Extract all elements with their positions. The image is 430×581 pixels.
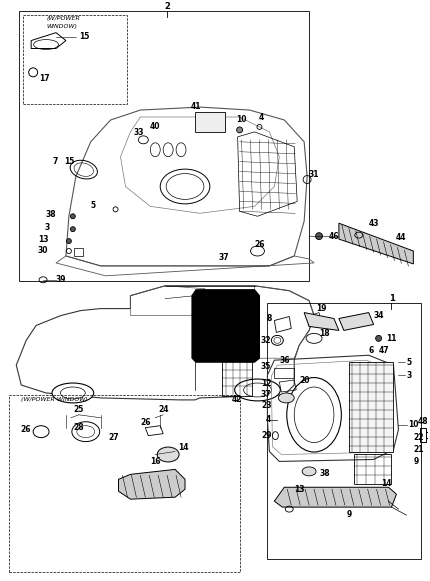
Text: 44: 44 [396, 232, 406, 242]
Ellipse shape [71, 227, 75, 232]
Text: 41: 41 [190, 102, 201, 110]
Text: 23: 23 [261, 401, 271, 410]
Text: 34: 34 [374, 311, 384, 320]
Polygon shape [195, 112, 225, 132]
Text: 2: 2 [164, 2, 170, 11]
Text: 33: 33 [133, 128, 144, 137]
Text: 13: 13 [294, 485, 304, 494]
Polygon shape [304, 313, 339, 331]
Text: 4: 4 [259, 113, 264, 121]
Text: 24: 24 [158, 406, 169, 414]
Text: 26: 26 [21, 425, 31, 434]
Ellipse shape [376, 335, 381, 342]
Text: 46: 46 [329, 232, 339, 241]
Polygon shape [119, 469, 185, 499]
Text: WINDOW): WINDOW) [46, 24, 77, 29]
Polygon shape [339, 223, 413, 264]
Text: 38: 38 [46, 210, 56, 219]
Text: 27: 27 [109, 433, 119, 442]
Ellipse shape [157, 447, 179, 462]
Text: 48: 48 [418, 417, 429, 426]
Text: 18: 18 [319, 329, 330, 338]
Text: 11: 11 [387, 334, 397, 343]
Text: 37: 37 [218, 253, 229, 263]
Text: (W/POWER: (W/POWER [46, 16, 80, 21]
Ellipse shape [237, 127, 243, 133]
Text: 16: 16 [150, 457, 160, 466]
Ellipse shape [71, 214, 75, 219]
Text: 20: 20 [299, 375, 310, 385]
Text: 43: 43 [369, 218, 379, 228]
Text: 28: 28 [74, 423, 84, 432]
Text: 1: 1 [389, 294, 394, 303]
Text: 21: 21 [413, 445, 424, 454]
Ellipse shape [66, 239, 71, 243]
Text: 5: 5 [406, 358, 412, 367]
Text: 3: 3 [406, 371, 412, 379]
Text: 14: 14 [381, 479, 391, 488]
Text: 10: 10 [237, 116, 247, 124]
Text: 30: 30 [38, 246, 48, 254]
Text: 12: 12 [261, 379, 271, 388]
Text: 8: 8 [266, 314, 271, 323]
Ellipse shape [235, 379, 280, 401]
Text: 38: 38 [319, 469, 330, 478]
Text: 13: 13 [38, 235, 48, 243]
Ellipse shape [52, 383, 94, 403]
Bar [9, 395, 240, 572]
Text: 42: 42 [231, 396, 242, 404]
Text: 7: 7 [52, 157, 58, 166]
Text: 10: 10 [408, 420, 419, 429]
Text: 15: 15 [79, 32, 89, 41]
Ellipse shape [278, 393, 294, 403]
Text: (W/POWER WINDOW): (W/POWER WINDOW) [21, 397, 88, 403]
Text: 3: 3 [44, 223, 50, 232]
Text: 9: 9 [346, 510, 351, 519]
Bar [19, 11, 309, 281]
Text: 39: 39 [56, 275, 66, 284]
Text: 29: 29 [261, 431, 271, 440]
Bar [354, 454, 391, 485]
Polygon shape [274, 487, 396, 507]
Text: 14: 14 [178, 443, 188, 452]
Polygon shape [192, 290, 259, 362]
Text: 36: 36 [279, 356, 289, 365]
Text: 26: 26 [140, 418, 150, 427]
Bar [23, 15, 127, 104]
Text: 40: 40 [150, 123, 160, 131]
Text: 5: 5 [90, 201, 95, 210]
Text: 35: 35 [261, 361, 271, 371]
Text: 37: 37 [261, 390, 271, 400]
Text: 17: 17 [39, 74, 50, 83]
Text: 19: 19 [316, 304, 326, 313]
Text: 45: 45 [200, 351, 210, 360]
Bar [222, 358, 252, 396]
Bar [267, 303, 421, 559]
Ellipse shape [316, 232, 322, 239]
Text: 9: 9 [413, 457, 418, 466]
Text: 31: 31 [309, 170, 319, 179]
Text: 47: 47 [378, 346, 389, 355]
Text: 25: 25 [74, 406, 84, 414]
Text: 4: 4 [266, 415, 271, 424]
Text: 26: 26 [254, 239, 265, 249]
Bar [349, 362, 393, 451]
Text: 6: 6 [368, 346, 373, 355]
Text: 32: 32 [261, 336, 271, 345]
Polygon shape [339, 313, 374, 331]
Ellipse shape [302, 467, 316, 476]
Text: 15: 15 [64, 157, 74, 166]
Text: 22: 22 [413, 433, 424, 442]
